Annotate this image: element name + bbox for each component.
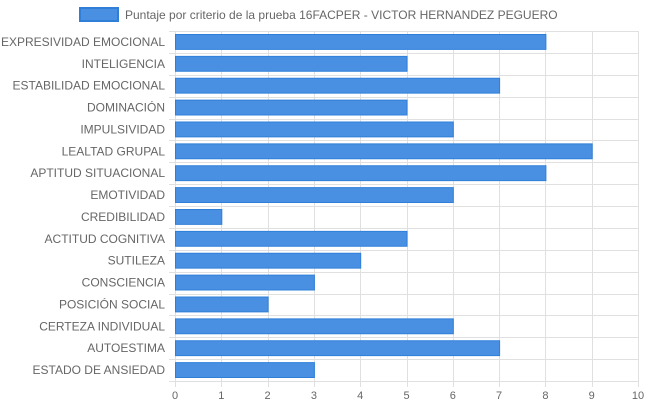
bar[interactable] (175, 34, 547, 50)
x-tick-label: 1 (218, 390, 224, 402)
x-tick-label: 8 (542, 390, 548, 402)
legend-label: Puntaje por criterio de la prueba 16FACP… (125, 8, 558, 22)
legend-swatch (79, 7, 119, 22)
x-tick-label: 4 (357, 390, 363, 402)
category-label: EMOTIVIDAD (90, 188, 165, 202)
category-label: ESTADO DE ANSIEDAD (33, 363, 166, 377)
category-label: ESTABILIDAD EMOCIONAL (13, 79, 166, 93)
category-label: POSICIÓN SOCIAL (59, 296, 165, 311)
bar[interactable] (175, 187, 454, 203)
bar[interactable] (175, 165, 547, 182)
category-label: CERTEZA INDIVIDUAL (39, 319, 165, 333)
bar[interactable] (175, 340, 501, 357)
bars (175, 34, 593, 378)
bar[interactable] (175, 55, 408, 72)
category-label: INTELIGENCIA (82, 57, 165, 71)
x-tick-label: 3 (311, 390, 317, 402)
category-label: ACTITUD COGNITIVA (45, 232, 165, 246)
category-label: IMPULSIVIDAD (80, 122, 165, 136)
category-label: CONSCIENCIA (82, 276, 165, 290)
x-tick-labels: 0 1 2 3 4 5 6 7 8 9 10 (172, 390, 644, 402)
bar[interactable] (175, 77, 501, 94)
bar[interactable] (175, 121, 454, 138)
legend[interactable]: Puntaje por criterio de la prueba 16FACP… (79, 7, 558, 22)
category-label: DOMINACIÓN (87, 100, 165, 115)
bar[interactable] (175, 274, 315, 291)
bar[interactable] (175, 143, 593, 160)
x-tick-label: 5 (403, 390, 409, 402)
x-tick-label: 9 (589, 390, 595, 402)
bar[interactable] (175, 296, 269, 313)
bar[interactable] (175, 252, 362, 269)
bar[interactable] (175, 362, 315, 378)
x-tick-label: 7 (496, 390, 502, 402)
category-labels: EXPRESIVIDAD EMOCIONAL INTELIGENCIA ESTABI… (1, 35, 165, 377)
x-tick-label: 10 (632, 390, 644, 402)
category-label: EXPRESIVIDAD EMOCIONAL (1, 35, 165, 49)
category-label: AUTOESTIMA (87, 341, 165, 355)
x-tick-label: 0 (172, 390, 178, 402)
bar[interactable] (175, 230, 408, 247)
x-tick-label: 6 (450, 390, 456, 402)
category-label: LEALTAD GRUPAL (62, 144, 166, 158)
category-label: CREDIBILIDAD (81, 210, 165, 224)
bar[interactable] (175, 318, 454, 335)
bar[interactable] (175, 209, 223, 225)
category-label: APTITUD SITUACIONAL (30, 166, 165, 180)
bar[interactable] (175, 99, 408, 116)
x-tick-label: 2 (265, 390, 271, 402)
category-label: SUTILEZA (108, 254, 165, 268)
